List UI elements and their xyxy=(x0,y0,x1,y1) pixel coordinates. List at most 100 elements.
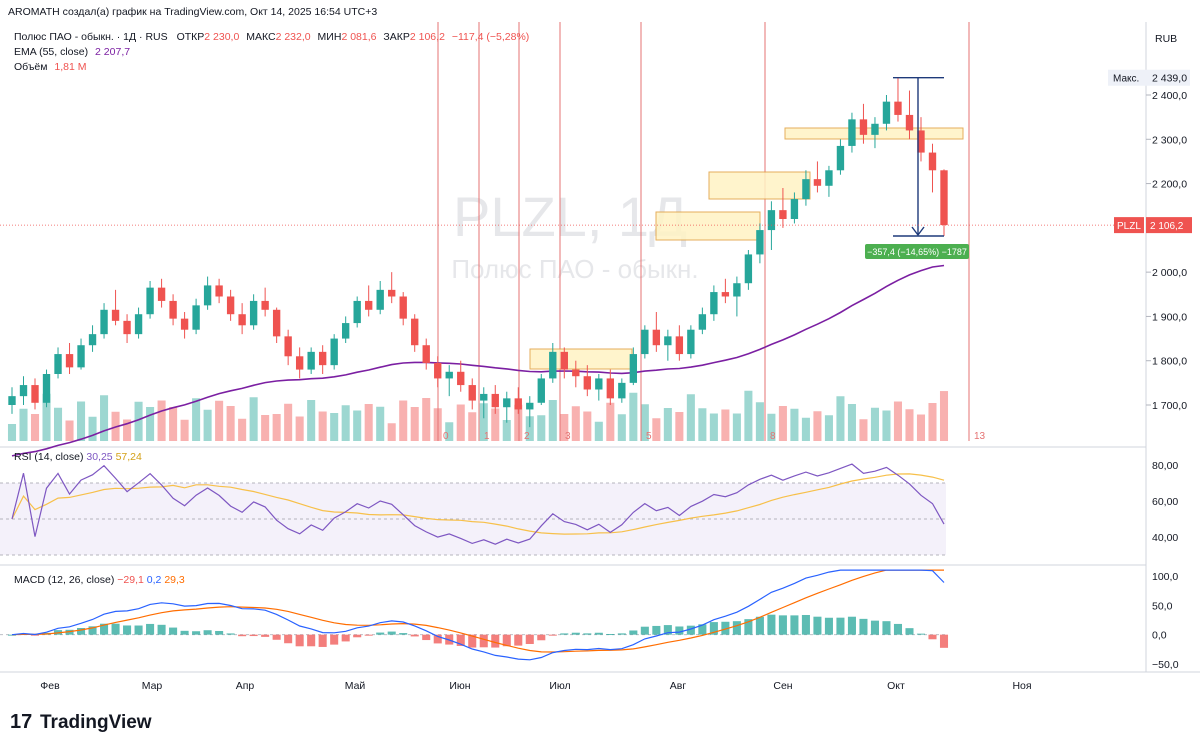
rsi-legend: RSI (14, close) 30,25 57,24 xyxy=(14,451,142,463)
volume-bar xyxy=(364,404,373,441)
ema-label: EMA (55, close) xyxy=(14,46,88,58)
brand-name: TradingView xyxy=(40,712,152,733)
volume-bar xyxy=(353,410,362,441)
watermark-name: Полюс ПАО - обыкн. xyxy=(451,254,698,284)
macd-histogram-bar xyxy=(307,634,316,647)
volume-bar xyxy=(19,408,28,441)
time-axis-label: Июл xyxy=(549,680,570,692)
macd-histogram-bar xyxy=(123,625,132,635)
macd-histogram-bar xyxy=(755,616,764,635)
ema-legend: EMA (55, close) 2 207,7 xyxy=(14,46,130,58)
macd-histogram-bar xyxy=(88,626,97,635)
volume-bar xyxy=(744,390,753,441)
macd-histogram-bar xyxy=(479,634,488,648)
volume-bar xyxy=(928,403,937,441)
macd-histogram-bar xyxy=(686,625,695,635)
candle-body xyxy=(779,210,787,219)
macd-histogram-bar xyxy=(238,634,247,637)
macd-histogram-bar xyxy=(824,617,833,635)
highlight-box xyxy=(529,348,633,370)
time-axis-label: Апр xyxy=(236,680,255,692)
volume-bar xyxy=(640,404,649,441)
macd-histogram-bar xyxy=(134,625,143,635)
macd-histogram-bar xyxy=(157,624,166,635)
price-tick-label: 2 000,0 xyxy=(1152,267,1187,279)
volume-bar xyxy=(330,413,339,441)
candle-body xyxy=(480,393,488,401)
candle-body xyxy=(169,300,177,319)
macd-histogram-bar xyxy=(870,620,879,635)
time-axis-label: Авг xyxy=(670,680,687,692)
candle-body xyxy=(836,145,845,171)
candle-body xyxy=(675,336,684,355)
volume-bar xyxy=(410,407,419,441)
macd-histogram-bar xyxy=(376,632,385,635)
volume-bar xyxy=(514,404,523,441)
volume-bar xyxy=(893,401,903,441)
candle-body xyxy=(882,101,891,124)
volume-bar xyxy=(422,398,431,441)
volume-bar xyxy=(836,396,845,441)
volume-bar xyxy=(445,422,454,441)
volume-bar xyxy=(318,411,327,441)
volume-bar xyxy=(790,408,799,441)
volume-bar xyxy=(859,419,868,441)
candle-body xyxy=(77,345,85,368)
volume-bar xyxy=(525,416,534,441)
volume-bar xyxy=(157,400,166,441)
time-zone-number: 13 xyxy=(974,431,986,442)
volume-bar xyxy=(502,420,511,441)
macd-histogram-bar xyxy=(744,619,753,635)
volume-bar xyxy=(53,407,63,441)
instrument-title: Полюс ПАО - обыкн. · 1Д · RUS ОТКР2 230,… xyxy=(14,31,529,43)
volume-bar xyxy=(732,413,741,441)
price-range-measure: −357,4 (−14,65%) −1787 xyxy=(865,77,969,260)
candle-body xyxy=(687,329,695,355)
macd-histogram-bar xyxy=(261,634,270,637)
candle-body xyxy=(641,329,649,355)
rsi-ma-value: 57,24 xyxy=(116,451,142,463)
candle-body xyxy=(422,345,430,363)
candle-body xyxy=(606,378,615,399)
volume-bar xyxy=(100,395,109,441)
time-zone-number: 2 xyxy=(524,431,530,442)
volume-bar xyxy=(284,403,293,441)
candle-body xyxy=(180,318,189,330)
ema-path xyxy=(11,264,945,457)
macd-tick-label: 50,0 xyxy=(1152,600,1173,612)
candle-body xyxy=(42,374,51,403)
macd-histogram-bar xyxy=(548,634,557,636)
price-tick-label: 1 700,0 xyxy=(1152,400,1187,412)
volume-bar xyxy=(295,416,304,441)
volume-bar xyxy=(663,408,672,441)
volume-bar xyxy=(698,408,707,441)
candle-body xyxy=(733,283,741,297)
macd-histogram-bar xyxy=(410,634,419,637)
macd-histogram-bar xyxy=(939,634,949,648)
macd-histogram-bar xyxy=(284,634,293,644)
candle-body xyxy=(123,320,131,335)
high-value: 2 232,0 xyxy=(276,31,311,43)
candle-body xyxy=(88,334,97,346)
price-tick-label: 2 200,0 xyxy=(1152,179,1187,191)
rsi-tick-label: 40,00 xyxy=(1152,532,1178,544)
tradingview-logo[interactable]: 17 TradingView xyxy=(10,711,152,733)
volume-bar xyxy=(778,406,787,441)
currency-label: RUB xyxy=(1155,33,1177,45)
macd-histogram-bar xyxy=(30,634,40,636)
price-tick-label: 1 800,0 xyxy=(1152,356,1187,368)
author-line: AROMATH создал(а) график на TradingView.… xyxy=(8,6,377,18)
macd-legend: MACD (12, 26, close) −29,1 0,2 29,3 xyxy=(14,574,185,586)
volume-bar xyxy=(192,398,201,441)
volume-bar xyxy=(686,394,695,441)
candle-body xyxy=(226,296,235,315)
candle-body xyxy=(192,305,200,330)
macd-histogram-bar xyxy=(272,634,281,640)
volume-bar xyxy=(479,403,488,441)
macd-histogram-bar xyxy=(215,630,224,635)
candle-body xyxy=(491,393,499,408)
volume-bar xyxy=(709,413,718,441)
high-label: МАКС xyxy=(246,31,276,43)
candle-body xyxy=(514,398,522,410)
